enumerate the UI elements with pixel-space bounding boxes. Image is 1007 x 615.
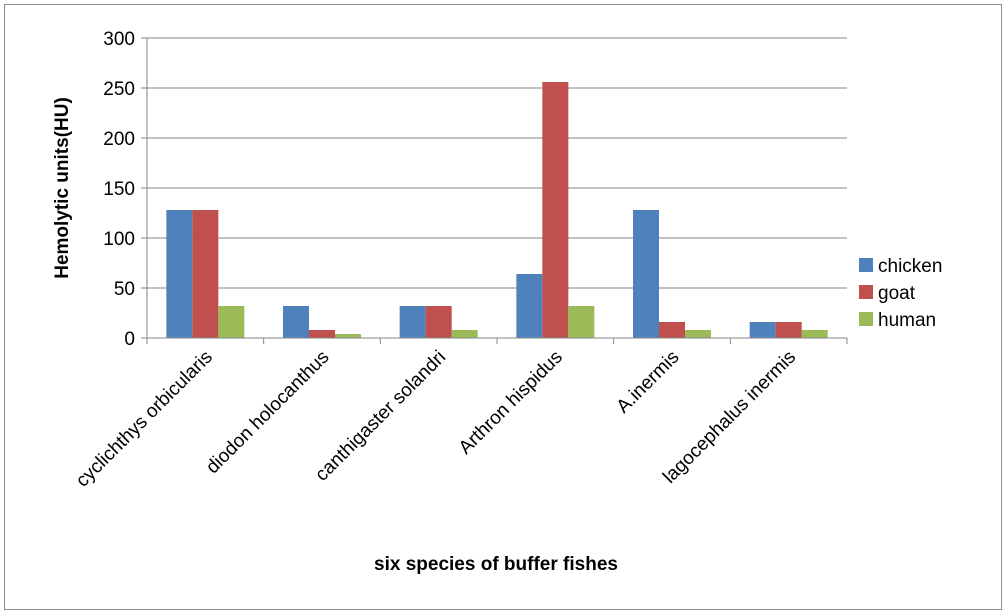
y-tick-labels: 0 50 100 150 200 250 300 xyxy=(103,29,135,350)
x-tick-label: canthigaster solandri xyxy=(311,347,450,486)
x-tick-label: A.inermis xyxy=(613,347,684,418)
bar-chicken xyxy=(166,210,193,338)
x-tick-label: diodon holocanthus xyxy=(202,347,333,478)
bar-goat xyxy=(192,210,219,338)
axes xyxy=(146,38,848,344)
legend-label-human: human xyxy=(878,310,936,331)
bar-goat xyxy=(775,322,802,338)
x-tick-label: Arthron hispidus xyxy=(455,347,567,459)
legend-swatch-chicken xyxy=(859,258,873,272)
bar-human xyxy=(451,330,478,338)
y-tick-label: 100 xyxy=(103,229,135,250)
x-tick-label: lagocephalus inermis xyxy=(659,347,800,488)
bar-chicken xyxy=(633,210,659,338)
legend-label-goat: goat xyxy=(878,283,916,304)
y-tick-label: 0 xyxy=(124,329,135,350)
bar-goat xyxy=(542,82,569,338)
y-tick-label: 300 xyxy=(103,29,135,50)
y-axis-title: Hemolytic units(HU) xyxy=(52,97,73,279)
bar-human xyxy=(801,330,828,338)
grid-lines xyxy=(141,37,847,339)
y-tick-label: 150 xyxy=(103,179,135,200)
x-axis-title: six species of buffer fishes xyxy=(374,554,618,575)
legend-swatch-goat xyxy=(859,285,873,299)
bar-goat xyxy=(309,330,335,338)
bars xyxy=(166,82,828,338)
bar-chicken xyxy=(283,306,309,338)
y-tick-label: 250 xyxy=(103,79,135,100)
bar-chicken xyxy=(749,322,776,338)
bar-human xyxy=(335,334,361,338)
legend-label-chicken: chicken xyxy=(878,256,942,277)
bar-chicken xyxy=(516,274,543,338)
bar-goat xyxy=(425,306,452,338)
bar-chicken xyxy=(399,306,426,338)
bar-human xyxy=(685,330,711,338)
legend-swatch-human xyxy=(859,312,873,326)
bar-human xyxy=(218,306,245,338)
y-tick-label: 200 xyxy=(103,129,135,150)
bar-goat xyxy=(659,322,685,338)
legend: chicken goat human xyxy=(859,256,942,331)
x-tick-label: cyclichthys orbicularis xyxy=(72,347,217,492)
y-tick-label: 50 xyxy=(114,279,135,300)
bar-human xyxy=(568,306,595,338)
